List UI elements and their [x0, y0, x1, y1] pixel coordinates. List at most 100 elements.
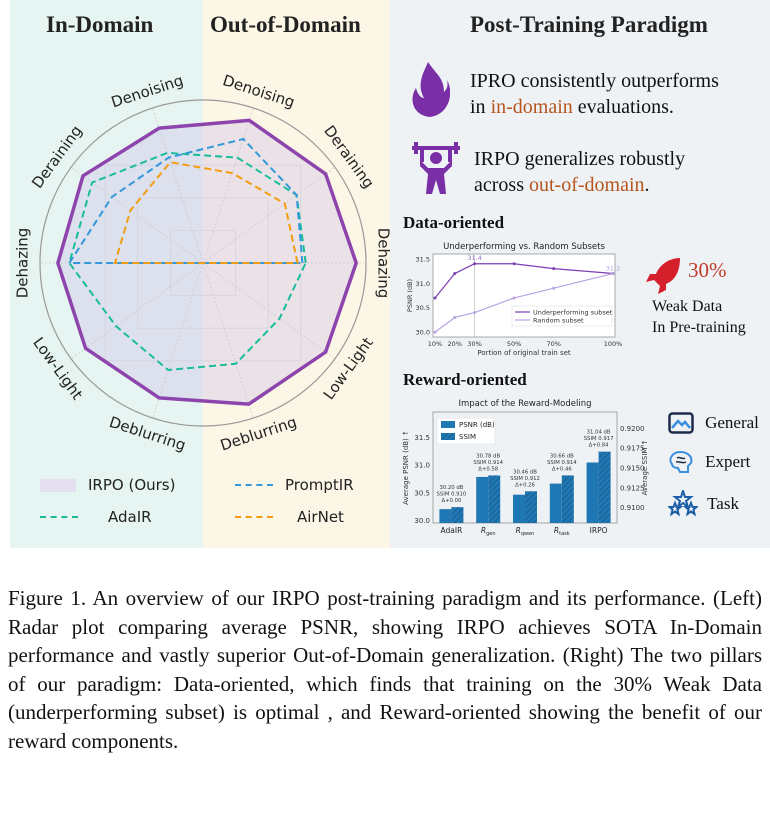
bar-annotation: Δ+0.58	[478, 466, 498, 472]
radar-axis	[70, 166, 204, 264]
ssim-bar	[525, 491, 537, 523]
reward-component-general: General	[668, 412, 759, 434]
bar-category-label: IRPO	[590, 526, 608, 535]
reward-oriented-title: Reward-oriented	[403, 370, 527, 389]
line-series-underperforming	[434, 263, 614, 299]
radar-axis-label: Dehazing	[375, 228, 391, 299]
bar-annotation: Δ+0.00	[441, 498, 461, 504]
category-sub: task	[559, 531, 570, 537]
line-point	[433, 296, 437, 300]
bar-annotation: SSIM 0.914	[547, 460, 577, 466]
bar-legend-swatch-ssim	[441, 433, 455, 440]
highlight-text: .	[644, 174, 650, 196]
line-chart-ylabel: PSNR (dB)	[406, 279, 414, 312]
bar-chart-y2tick: 0.9200	[620, 425, 645, 433]
stat-label: In Pre-training	[652, 319, 746, 336]
category-sub: qwen	[521, 531, 535, 537]
bar-chart-y2tick: 0.9100	[620, 504, 645, 512]
line-chart-xtick: 20%	[448, 340, 462, 348]
bar-chart-y2tick: 0.9125	[620, 484, 645, 492]
legend-irpo: IRPO (Ours)	[40, 476, 175, 494]
stat-label: Weak Data	[652, 298, 723, 315]
legend-label: AirNet	[297, 508, 344, 526]
bar-chart-y2label: Average SSIM ↑	[641, 439, 649, 495]
category-main: AdaIR	[441, 526, 463, 535]
bar-annotation: 30.78 dB	[476, 453, 500, 459]
legend-promptir: PromptIR	[235, 476, 354, 494]
line-chart-ytick: 31.0	[416, 280, 430, 288]
line-point	[552, 286, 556, 290]
bar-legend-label: SSIM	[459, 433, 476, 441]
line-point	[611, 272, 615, 276]
weak-data-label: Weak Data In Pre-training	[652, 296, 746, 338]
bar-annotation: 30.20 dB	[439, 485, 463, 491]
line-point	[473, 262, 477, 266]
category-main: IRPO	[590, 526, 608, 535]
bar-annotation: 30.66 dB	[550, 453, 574, 459]
bar-category-label: AdaIR	[441, 526, 463, 535]
radar-axis-label: Denoising	[109, 71, 186, 111]
data-oriented-title: Data-oriented	[403, 213, 505, 232]
psnr-bar	[439, 509, 452, 523]
radar-axis-label: Deblurring	[107, 413, 188, 455]
legend-label: IRPO (Ours)	[88, 476, 176, 494]
radar-axis	[202, 107, 254, 264]
annotation-end: 31.2	[606, 265, 620, 273]
ssim-bar	[451, 507, 464, 523]
bar-annotation: SSIM 0.914	[473, 460, 503, 466]
line-chart-ytick: 31.5	[416, 255, 430, 263]
bar-chart-y2tick: 0.9175	[620, 445, 645, 453]
line-series-random	[434, 272, 614, 333]
psnr-bar	[586, 462, 599, 523]
stars-icon	[666, 487, 700, 517]
ssim-bar	[598, 451, 611, 523]
line-point	[453, 315, 457, 319]
line-point	[473, 311, 477, 315]
radar-outer-circle	[39, 99, 367, 427]
radar-series-promptir	[67, 137, 304, 264]
line-point	[453, 272, 457, 276]
line-chart-xlabel: Portion of original train set	[477, 349, 571, 357]
radar-axis	[152, 107, 204, 264]
highlight-text: in	[470, 96, 491, 118]
bar-chart-y2tick: 0.9150	[620, 465, 645, 473]
brain-icon	[669, 450, 693, 473]
line-chart-title: Underperforming vs. Random Subsets	[443, 242, 605, 252]
radar-axis-label: Deblurring	[218, 413, 299, 455]
bar-chart-ytick: 30.5	[414, 489, 430, 497]
radar-axis	[202, 262, 336, 360]
in-domain-panel	[10, 0, 203, 548]
bar-category-label: Rtask	[554, 526, 570, 537]
fire-icon	[412, 62, 450, 117]
out-of-domain-header: Out-of-Domain	[210, 12, 361, 37]
bar-annotation: SSIM 0.912	[510, 476, 540, 482]
bar-category-label: Rqwen	[516, 526, 535, 537]
line-chart-xtick: 70%	[546, 340, 560, 348]
bar-annotation: Δ+0.46	[552, 466, 572, 472]
line-chart-xtick: 50%	[507, 340, 521, 348]
line-legend-box	[511, 305, 613, 327]
bar-chart-ytick: 31.0	[414, 462, 430, 470]
legend-label: PromptIR	[285, 476, 354, 494]
reward-component-task: Task	[666, 487, 739, 518]
figure-caption: Figure 1. An overview of our IRPO post-t…	[8, 586, 762, 753]
line-point	[552, 267, 556, 271]
radar-chart: Denoising Deraining Dehazing Low-Light Deblu…	[14, 71, 391, 455]
bar-annotation: SSIM 0.917	[584, 436, 614, 442]
line-legend-label: Underperforming subset	[533, 309, 613, 317]
legend-swatch-adair	[40, 516, 78, 518]
highlight-text: IPRO consistently outperforms	[470, 70, 719, 92]
highlight-in-domain: IPRO consistently outperforms in in-doma…	[470, 68, 719, 120]
legend-adair: AdaIR	[40, 508, 152, 526]
radar-series-adair	[68, 151, 307, 372]
bar-legend-label: PSNR (dB)	[459, 421, 495, 429]
line-chart-xtick: 10%	[428, 340, 442, 348]
bar-annotation: SSIM 0.910	[437, 492, 467, 498]
bar-chart-title: Impact of the Reward-Modeling	[458, 399, 591, 409]
line-chart-ytick: 30.0	[416, 329, 430, 337]
post-training-header: Post-Training Paradigm	[470, 12, 708, 37]
out-of-domain-panel	[203, 0, 390, 548]
bar-chart-ylabel: Average PSNR (dB) ↑	[402, 430, 410, 505]
category-main: R	[554, 526, 559, 535]
highlight-text: IRPO generalizes robustly	[474, 148, 686, 170]
